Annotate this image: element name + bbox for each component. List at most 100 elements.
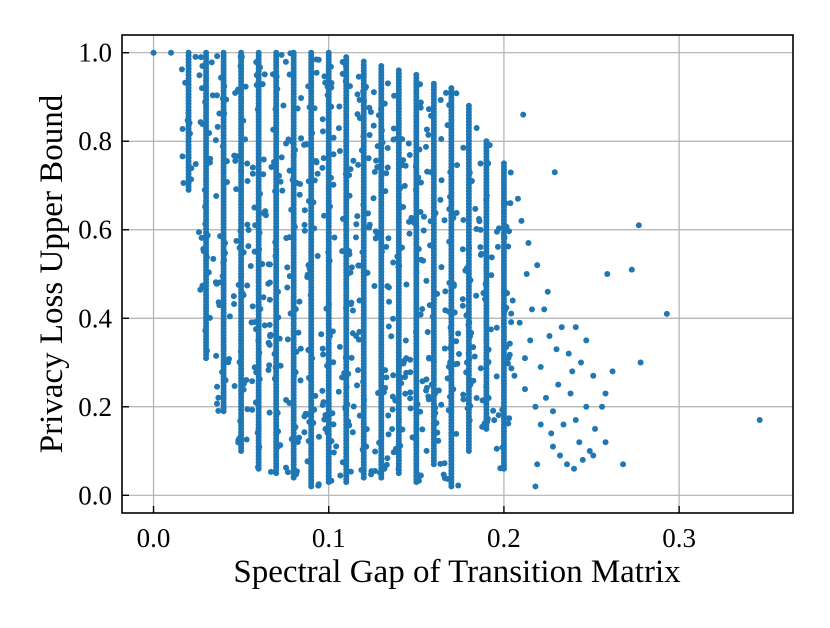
data-point <box>420 257 427 264</box>
data-point <box>370 89 377 96</box>
data-point <box>488 254 495 261</box>
data-point <box>249 164 256 171</box>
data-point <box>360 88 367 95</box>
data-point <box>301 227 308 234</box>
data-point <box>385 431 392 438</box>
data-point <box>446 279 453 286</box>
data-point <box>244 221 251 228</box>
data-point <box>385 323 392 330</box>
data-point <box>424 168 431 175</box>
data-point <box>508 310 515 317</box>
data-point <box>516 319 523 326</box>
data-point <box>307 292 314 299</box>
data-point <box>508 365 515 372</box>
data-point <box>556 452 563 459</box>
data-point <box>383 461 390 468</box>
data-point <box>255 427 262 434</box>
data-point <box>339 215 346 222</box>
data-point <box>378 106 385 113</box>
data-point <box>273 73 280 80</box>
data-point <box>372 228 379 235</box>
data-point <box>505 243 512 250</box>
data-point <box>233 237 240 244</box>
data-point <box>478 250 485 257</box>
data-point <box>467 381 474 388</box>
y-tick-label-5: 1.0 <box>78 38 112 68</box>
data-point <box>204 232 211 239</box>
data-point <box>322 412 329 419</box>
data-point <box>444 122 451 129</box>
data-point <box>329 328 336 335</box>
data-point <box>438 401 445 408</box>
data-point <box>213 352 220 359</box>
data-point <box>218 74 225 81</box>
data-point <box>284 264 291 271</box>
data-point <box>200 245 207 252</box>
data-point <box>455 482 462 489</box>
data-point <box>756 417 763 424</box>
data-point <box>409 434 416 441</box>
x-tick-label-1: 0.1 <box>312 523 346 553</box>
data-point <box>202 203 209 210</box>
data-point <box>382 188 389 195</box>
data-point <box>465 350 472 357</box>
data-point <box>305 178 312 185</box>
data-point <box>473 292 480 299</box>
data-point <box>213 92 220 99</box>
data-point <box>422 143 429 150</box>
data-point <box>549 443 556 450</box>
data-point <box>401 182 408 189</box>
data-point <box>298 94 305 101</box>
data-point <box>341 369 348 376</box>
data-point <box>459 296 466 303</box>
data-point <box>298 135 305 142</box>
data-point <box>328 80 335 87</box>
data-point <box>203 254 210 261</box>
data-point <box>420 213 427 220</box>
data-point <box>497 465 504 472</box>
data-point <box>446 238 453 245</box>
data-point <box>432 409 439 416</box>
data-point <box>506 415 513 422</box>
data-point <box>182 79 189 86</box>
data-point <box>327 63 334 70</box>
data-point <box>501 234 508 241</box>
data-point <box>365 155 372 162</box>
data-point <box>415 174 422 181</box>
data-point <box>507 200 514 207</box>
data-point <box>363 443 370 450</box>
data-point <box>326 333 333 340</box>
data-point <box>378 248 385 255</box>
x-tick-label-0: 0.0 <box>137 523 171 553</box>
data-point <box>235 281 242 288</box>
data-point <box>308 49 315 56</box>
data-point <box>319 345 326 352</box>
data-point <box>506 228 513 235</box>
data-point <box>348 299 355 306</box>
data-point <box>590 372 597 379</box>
data-point <box>385 235 392 242</box>
data-point <box>375 112 382 119</box>
data-point <box>221 110 228 117</box>
data-point <box>395 416 402 423</box>
data-point <box>467 277 474 284</box>
data-point <box>460 391 467 398</box>
data-point <box>355 262 362 269</box>
data-point <box>330 449 337 456</box>
data-point <box>192 160 199 167</box>
data-point <box>324 92 331 99</box>
data-point <box>265 367 272 374</box>
data-point <box>450 214 457 221</box>
data-point <box>236 244 243 251</box>
data-point <box>413 328 420 335</box>
data-point <box>395 67 402 74</box>
data-point <box>374 143 381 150</box>
data-point <box>441 460 448 467</box>
data-point <box>197 54 204 61</box>
data-point <box>446 102 453 109</box>
data-point <box>375 390 382 397</box>
data-point <box>390 125 397 132</box>
data-point <box>447 359 454 366</box>
data-point <box>310 419 317 426</box>
